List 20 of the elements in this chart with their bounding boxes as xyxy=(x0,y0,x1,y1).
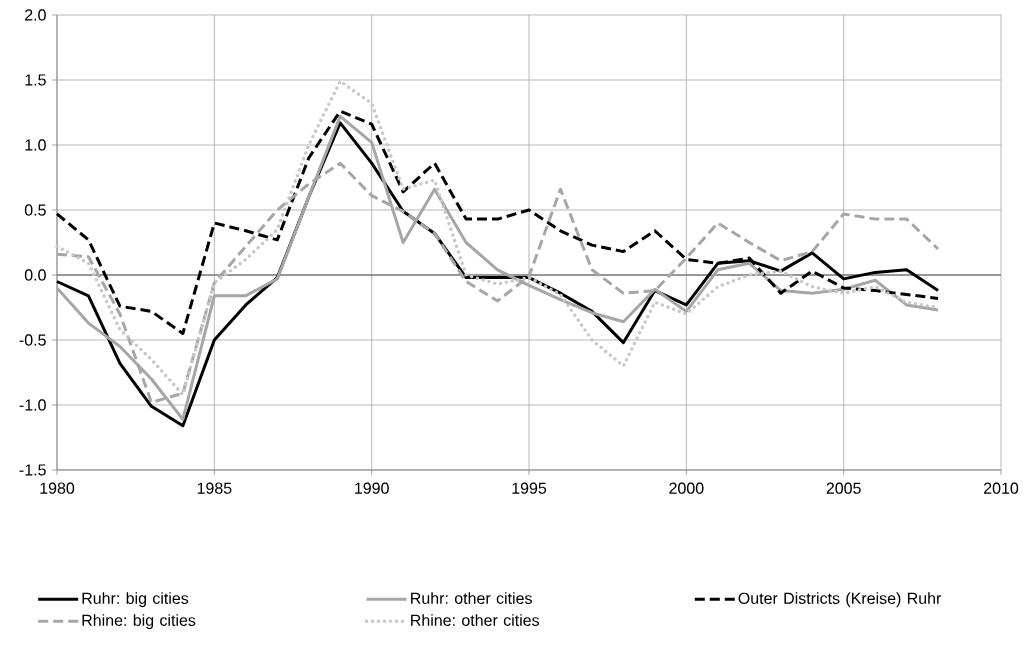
x-tick-label: 1985 xyxy=(197,482,232,494)
x-tick-label: 2010 xyxy=(984,482,1019,494)
x-tick-label: 2005 xyxy=(826,482,861,494)
y-tick-label: 0.0 xyxy=(24,269,46,281)
legend-label: Rhine: other cities xyxy=(411,614,540,626)
y-tick-label: 2.0 xyxy=(25,9,46,21)
y-tick-label: -1.5 xyxy=(19,464,46,476)
y-tick-label: 1.5 xyxy=(25,74,46,86)
legend-label: Ruhr: other cities xyxy=(411,592,532,604)
legend-label: Outer Districts (Kreise) Ruhr xyxy=(738,592,942,608)
y-tick-label: -1.0 xyxy=(19,399,46,411)
x-tick-label: 2000 xyxy=(669,482,704,494)
legend-label: Ruhr: big cities xyxy=(82,592,189,608)
x-tick-label: 1980 xyxy=(40,482,75,494)
x-tick-label: 1990 xyxy=(355,482,389,494)
x-tick-label: 1995 xyxy=(512,482,547,494)
y-tick-label: 1.0 xyxy=(25,139,46,151)
y-tick-label: 0.5 xyxy=(24,204,46,216)
y-tick-label: -0.5 xyxy=(19,334,46,346)
legend-label: Rhine: big cities xyxy=(82,614,196,630)
